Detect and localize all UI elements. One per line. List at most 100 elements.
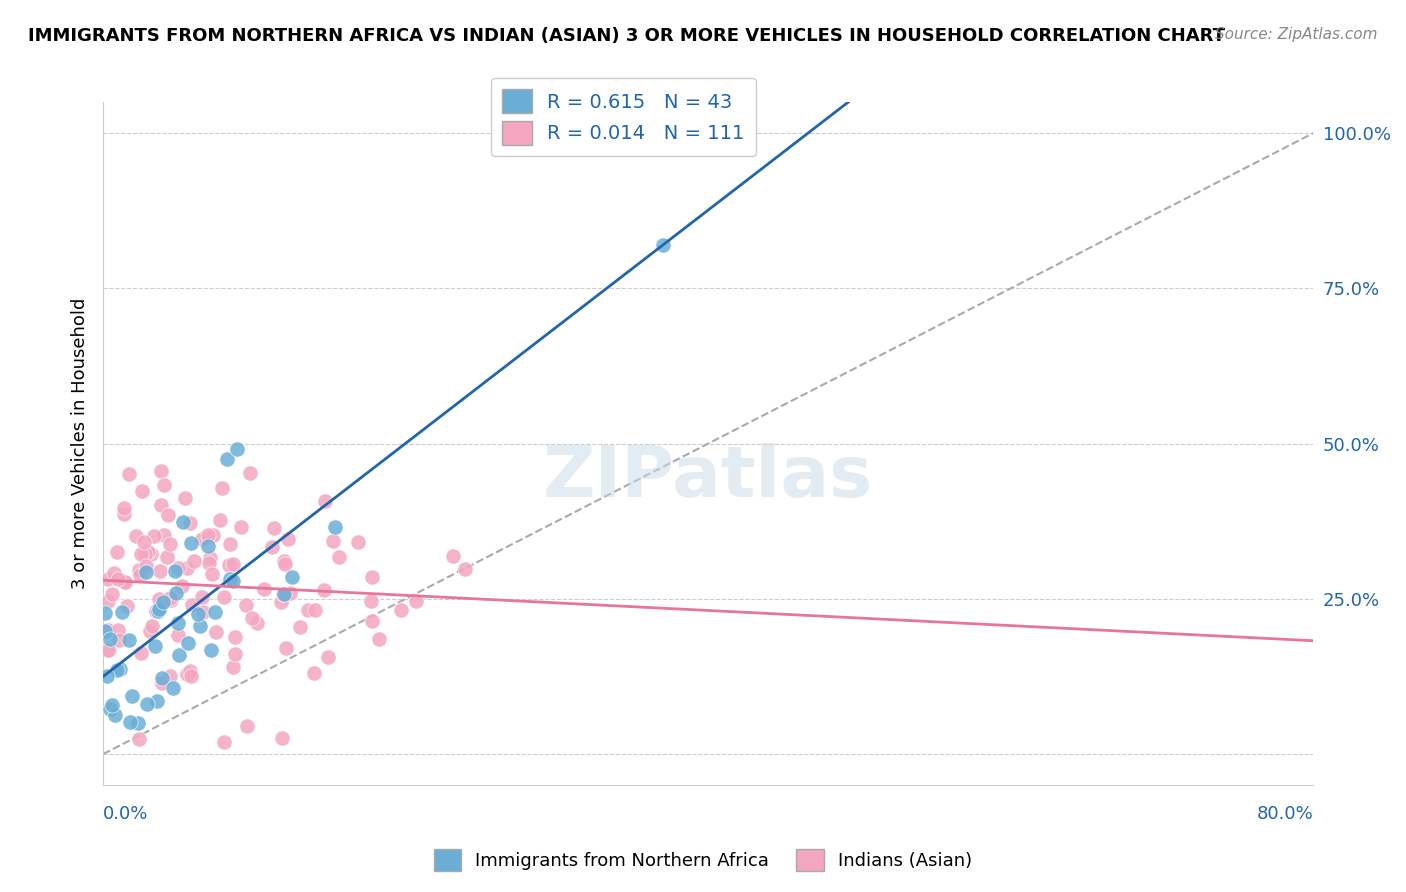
Point bbox=[200, 551, 222, 566]
Point bbox=[172, 515, 194, 529]
Point bbox=[148, 592, 170, 607]
Point bbox=[114, 574, 136, 589]
Point bbox=[211, 481, 233, 495]
Point bbox=[222, 660, 245, 674]
Point bbox=[179, 664, 201, 678]
Point bbox=[212, 734, 235, 748]
Point bbox=[156, 550, 179, 565]
Point bbox=[107, 623, 129, 637]
Point bbox=[93, 624, 115, 639]
Point bbox=[212, 590, 235, 604]
Point bbox=[297, 603, 319, 617]
Point bbox=[96, 668, 118, 682]
Point bbox=[93, 607, 115, 621]
Point bbox=[204, 605, 226, 619]
Point bbox=[229, 520, 252, 534]
Point bbox=[100, 587, 122, 601]
Point bbox=[323, 519, 346, 533]
Point bbox=[187, 607, 209, 621]
Point bbox=[131, 483, 153, 498]
Point bbox=[277, 533, 299, 547]
Point bbox=[270, 594, 292, 608]
Point bbox=[135, 565, 157, 579]
Point bbox=[159, 593, 181, 607]
Point bbox=[201, 566, 224, 581]
Point bbox=[200, 643, 222, 657]
Point bbox=[107, 572, 129, 586]
Point bbox=[98, 702, 121, 716]
Point bbox=[172, 579, 194, 593]
Point bbox=[235, 599, 257, 613]
Point bbox=[389, 603, 412, 617]
Point bbox=[148, 602, 170, 616]
Point bbox=[125, 529, 148, 543]
Point bbox=[114, 507, 136, 521]
Point bbox=[153, 527, 176, 541]
Point bbox=[322, 533, 344, 548]
Point bbox=[245, 615, 267, 630]
Point bbox=[121, 689, 143, 703]
Point bbox=[180, 598, 202, 612]
Point bbox=[111, 605, 134, 619]
Point bbox=[281, 570, 304, 584]
Point bbox=[263, 521, 285, 535]
Point bbox=[224, 631, 246, 645]
Point bbox=[328, 549, 350, 564]
Point bbox=[135, 559, 157, 574]
Point bbox=[225, 442, 247, 456]
Point bbox=[274, 557, 297, 571]
Point bbox=[104, 707, 127, 722]
Point bbox=[166, 616, 188, 631]
Point bbox=[361, 569, 384, 583]
Point bbox=[224, 648, 246, 662]
Point bbox=[118, 633, 141, 648]
Point bbox=[129, 547, 152, 561]
Point bbox=[101, 698, 124, 712]
Point bbox=[159, 669, 181, 683]
Point bbox=[360, 594, 382, 608]
Point bbox=[304, 665, 326, 680]
Point bbox=[368, 632, 391, 646]
Point bbox=[129, 646, 152, 660]
Point bbox=[215, 452, 238, 467]
Point bbox=[222, 557, 245, 571]
Point bbox=[360, 614, 382, 628]
Point bbox=[240, 611, 263, 625]
Point bbox=[179, 516, 201, 530]
Text: IMMIGRANTS FROM NORTHERN AFRICA VS INDIAN (ASIAN) 3 OR MORE VEHICLES IN HOUSEHOL: IMMIGRANTS FROM NORTHERN AFRICA VS INDIA… bbox=[28, 27, 1225, 45]
Point bbox=[138, 624, 160, 638]
Point bbox=[180, 536, 202, 550]
Point bbox=[114, 575, 136, 590]
Point bbox=[260, 540, 283, 554]
Point bbox=[176, 666, 198, 681]
Point bbox=[145, 603, 167, 617]
Point bbox=[197, 528, 219, 542]
Point bbox=[239, 466, 262, 480]
Point bbox=[167, 628, 190, 642]
Y-axis label: 3 or more Vehicles in Household: 3 or more Vehicles in Household bbox=[72, 298, 89, 590]
Point bbox=[188, 619, 211, 633]
Point bbox=[96, 624, 118, 638]
Point bbox=[108, 662, 131, 676]
Text: ZIPatlas: ZIPatlas bbox=[543, 443, 873, 512]
Point bbox=[405, 593, 427, 607]
Point bbox=[190, 590, 212, 604]
Point bbox=[191, 605, 214, 619]
Point bbox=[165, 586, 187, 600]
Point bbox=[202, 528, 225, 542]
Point bbox=[146, 694, 169, 708]
Point bbox=[149, 498, 172, 512]
Point bbox=[118, 467, 141, 482]
Point bbox=[197, 556, 219, 570]
Point bbox=[318, 649, 340, 664]
Point bbox=[162, 681, 184, 696]
Point bbox=[271, 587, 294, 601]
Point bbox=[183, 553, 205, 567]
Point bbox=[132, 535, 155, 549]
Point bbox=[128, 731, 150, 746]
Point bbox=[115, 599, 138, 613]
Point bbox=[219, 536, 242, 550]
Text: Source: ZipAtlas.com: Source: ZipAtlas.com bbox=[1215, 27, 1378, 42]
Point bbox=[166, 561, 188, 575]
Point bbox=[98, 642, 121, 657]
